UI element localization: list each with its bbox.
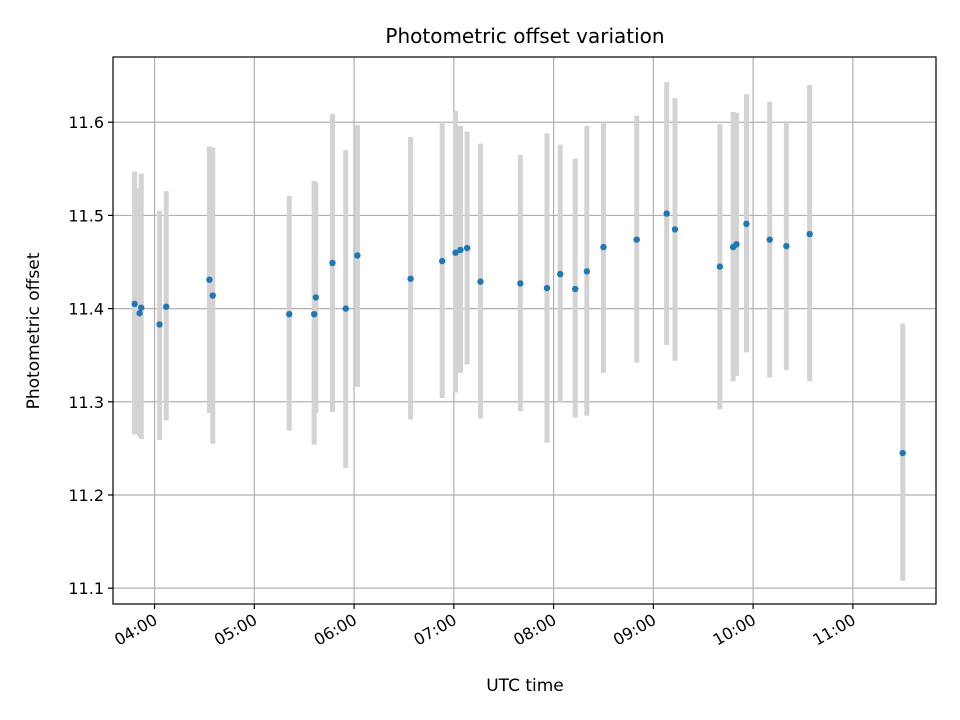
data-point [407, 275, 414, 282]
data-points [131, 210, 906, 457]
data-point [716, 263, 724, 270]
data-point [286, 310, 293, 318]
x-axis-label: UTC time [486, 676, 564, 696]
data-point [766, 236, 773, 243]
data-point [572, 285, 579, 293]
data-point [806, 230, 813, 238]
data-point [209, 292, 216, 299]
data-point [138, 304, 145, 311]
data-point [557, 270, 564, 278]
plot-area-frame [112, 56, 937, 605]
data-point [663, 210, 670, 217]
y-tick-label: 11.6 [68, 113, 104, 132]
chart-title: Photometric offset variation [385, 24, 664, 48]
data-point [136, 310, 143, 317]
data-point [439, 257, 446, 265]
y-tick-label: 11.5 [68, 206, 104, 225]
data-point [457, 246, 464, 254]
data-point [206, 276, 213, 283]
data-point [342, 305, 349, 312]
data-point [899, 449, 906, 457]
data-point [517, 280, 524, 287]
data-point [329, 259, 336, 267]
y-axis: 11.1 11.2 11.3 11.4 11.5 11.6 [68, 113, 113, 598]
data-point [600, 243, 607, 251]
data-point [543, 284, 551, 292]
data-point [743, 220, 750, 228]
data-point [733, 241, 740, 248]
y-tick-label: 11.2 [68, 486, 104, 505]
y-tick-label: 11.4 [68, 300, 104, 319]
data-point [354, 252, 361, 259]
data-point [671, 226, 679, 233]
data-point [452, 249, 459, 256]
y-tick-label: 11.1 [68, 579, 104, 598]
y-tick-label: 11.3 [68, 393, 104, 412]
data-point [463, 244, 471, 252]
grid-lines [113, 57, 936, 604]
data-point [633, 236, 640, 243]
data-point [163, 303, 170, 310]
data-point [312, 294, 320, 301]
data-point [156, 321, 163, 328]
data-point [477, 278, 484, 285]
y-axis-label: Photometric offset [24, 252, 44, 409]
data-point [131, 300, 138, 308]
data-point [310, 310, 318, 318]
data-point [783, 242, 790, 250]
data-point [583, 268, 591, 275]
